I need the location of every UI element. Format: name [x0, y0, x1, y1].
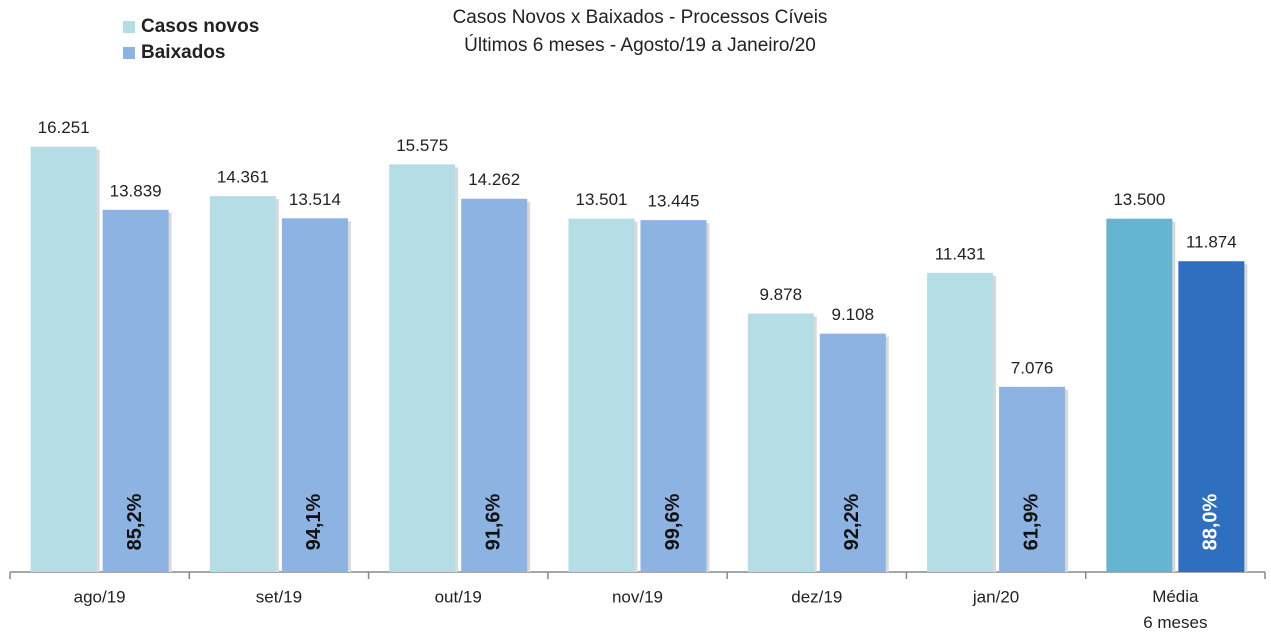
rate-label: 88,0%: [1200, 493, 1222, 550]
legend-label: Baixados: [141, 42, 225, 63]
value-label: 9.108: [832, 305, 875, 324]
value-label: 7.076: [1011, 358, 1054, 377]
bar: [1178, 261, 1245, 572]
value-label: 13.514: [289, 190, 341, 209]
bar: [102, 209, 169, 572]
value-label: 15.575: [396, 136, 448, 155]
x-tick-label: out/19: [435, 587, 482, 606]
chart-subtitle: Últimos 6 meses - Agosto/19 a Janeiro/20: [464, 34, 816, 56]
x-tick-label: dez/19: [791, 587, 842, 606]
rate-label: 91,6%: [482, 493, 504, 550]
legend-label: Casos novos: [141, 16, 259, 37]
x-tick-label-line: 6 meses: [1143, 613, 1207, 632]
rate-label: 61,9%: [1020, 493, 1042, 550]
bar: [30, 146, 97, 572]
bar: [461, 198, 528, 572]
legend-swatch: [123, 47, 135, 59]
x-tick-label: nov/19: [612, 587, 663, 606]
value-label: 13.501: [576, 190, 628, 209]
bar: [389, 164, 456, 572]
value-label: 11.431: [935, 244, 986, 263]
value-label: 13.445: [648, 192, 700, 211]
x-tick-label: jan/20: [972, 587, 1019, 606]
rate-label: 99,6%: [662, 493, 684, 550]
rate-label: 94,1%: [303, 493, 325, 550]
x-tick-label: set/19: [256, 587, 302, 606]
value-label: 9.878: [760, 285, 803, 304]
value-label: 13.500: [1113, 190, 1165, 209]
rate-label: 92,2%: [841, 493, 863, 550]
bar: [281, 218, 348, 572]
bar: [568, 218, 635, 572]
legend-swatch: [123, 21, 135, 33]
value-label: 16.251: [38, 118, 90, 137]
value-label: 14.361: [217, 168, 269, 187]
x-tick-label: ago/19: [74, 587, 126, 606]
x-tick-label: Média 6 meses: [1143, 587, 1207, 632]
value-label: 14.262: [468, 170, 520, 189]
bar: [209, 196, 276, 573]
bar: [1106, 218, 1173, 572]
value-label: 11.874: [1186, 233, 1237, 252]
bar: [927, 272, 994, 572]
bar: [999, 386, 1066, 572]
chart-title: Casos Novos x Baixados - Processos Cívei…: [453, 7, 828, 28]
bar: [640, 220, 707, 573]
rate-label: 85,2%: [124, 493, 146, 550]
bar: [747, 313, 814, 572]
bar: [819, 333, 886, 572]
x-tick-label-line: Média: [1152, 587, 1199, 606]
value-label: 13.839: [110, 181, 162, 200]
